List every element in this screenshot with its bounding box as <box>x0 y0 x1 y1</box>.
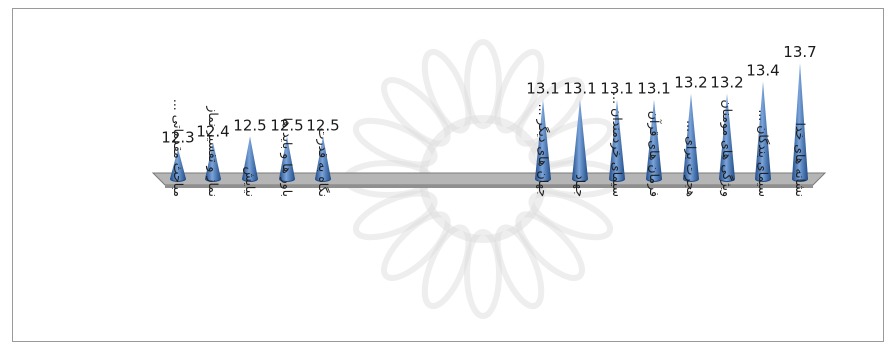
category-label: سیمای خردمندان ... <box>609 92 625 197</box>
data-label: 12.5 <box>233 116 266 134</box>
data-label: 13.2 <box>674 74 707 92</box>
watermark-petal <box>515 211 585 281</box>
category-label: باور ها و باید ها <box>279 118 295 197</box>
cone-bar <box>646 99 662 181</box>
watermark-petal <box>464 39 502 129</box>
cone-bar <box>609 99 625 181</box>
watermark-petal <box>421 48 472 134</box>
cone-bar <box>170 148 186 181</box>
data-label: 13.4 <box>746 61 779 79</box>
category-label: سیمای بندگان ... <box>756 109 771 197</box>
cone-bar <box>205 142 221 181</box>
category-label: مباحث مقدماتی ... <box>171 99 186 197</box>
data-label: 12.5 <box>306 116 339 134</box>
category-label: نشانه های خدا <box>793 122 808 197</box>
watermark-petal <box>464 229 502 319</box>
watermark-petal <box>515 77 585 147</box>
watermark-petal <box>352 117 438 168</box>
cone-bar <box>755 81 771 181</box>
data-label: 13.1 <box>526 80 559 98</box>
watermark-petal <box>352 190 438 241</box>
data-label: 12.4 <box>196 122 229 140</box>
data-label: 13.1 <box>563 80 596 98</box>
chart-floor-edge <box>165 185 813 188</box>
data-label: 13.2 <box>710 74 743 92</box>
watermark-petal <box>381 77 451 147</box>
cone-bar <box>279 136 295 181</box>
cone-bar <box>242 136 258 181</box>
chart-frame: 12.3 12.4 12.5 12.5 12.5 13.1 13.1 13.1 13.1 13.2… <box>12 8 884 342</box>
category-label: جهان های دیگر ... <box>535 104 551 197</box>
cone-bar <box>792 63 808 181</box>
cone-bar-chart: 12.3 12.4 12.5 12.5 12.513.1 13.1 13.1 13.1 13.2… <box>151 43 827 197</box>
data-label: 12.3 <box>161 128 194 146</box>
watermark-petal <box>421 224 472 310</box>
cone-bar <box>572 99 588 181</box>
category-label: هجرت برای ... <box>683 120 699 197</box>
data-label: 13.1 <box>637 80 670 98</box>
category-label: نماز و تفسیر نماز <box>205 105 221 197</box>
category-label: ویژگی های مومنان <box>719 99 735 197</box>
cone-bar <box>683 93 699 181</box>
category-label: نگاه به قدرت <box>315 128 331 197</box>
category-label: نیایش <box>242 167 258 197</box>
watermark-petal <box>494 224 545 310</box>
data-label: 13.1 <box>600 80 633 98</box>
category-label: جهاد <box>572 174 588 197</box>
category-label: فرمان های قرآن <box>646 111 662 197</box>
data-label: 12.5 <box>270 116 303 134</box>
watermark-petal <box>528 190 614 241</box>
cone-bar <box>535 99 551 181</box>
watermark-petal <box>494 48 545 134</box>
cone-bar <box>719 93 735 181</box>
cone-bar <box>315 136 331 181</box>
data-label: 13.7 <box>783 43 816 61</box>
watermark-petal <box>381 211 451 281</box>
